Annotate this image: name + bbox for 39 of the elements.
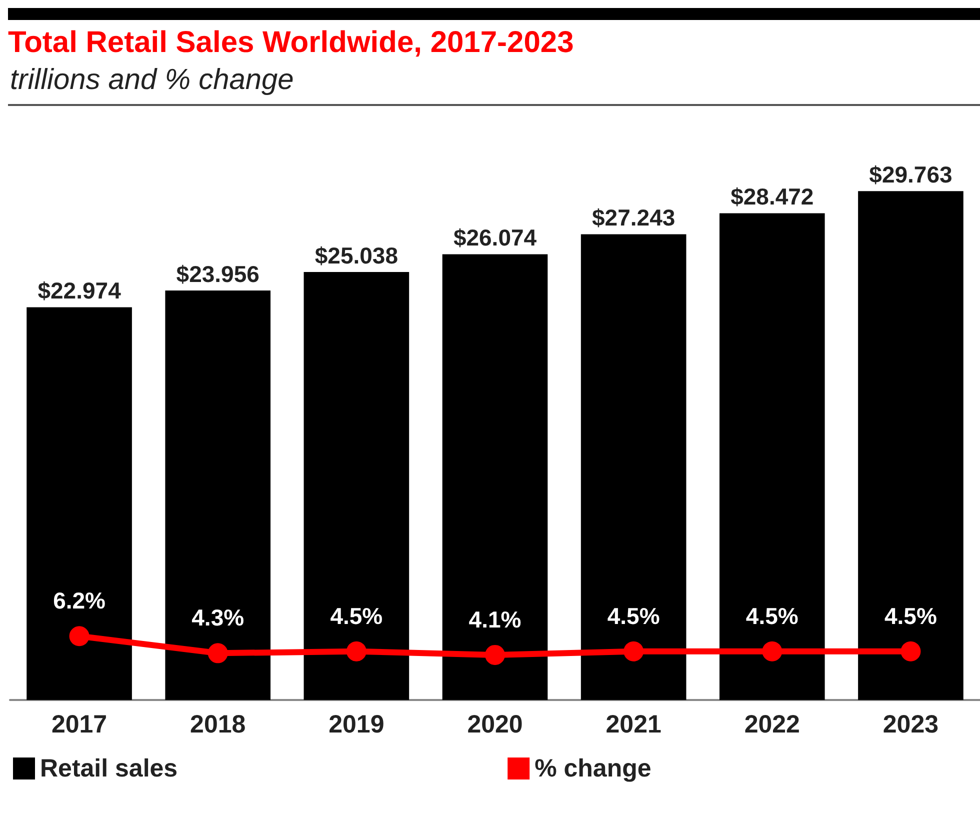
x-tick-label: 2021 (606, 710, 662, 738)
data-label: 4.5% (330, 602, 383, 629)
data-label: 4.5% (746, 602, 798, 629)
bar (304, 272, 410, 700)
legend-label: Retail sales (40, 754, 178, 782)
data-label: $27.243 (592, 204, 676, 231)
data-label: $28.472 (730, 184, 814, 210)
point (208, 643, 228, 664)
x-tick-label: 2022 (744, 710, 800, 738)
bar (858, 191, 964, 700)
bar (26, 307, 132, 700)
point (900, 641, 921, 662)
x-tick-label: 2023 (882, 710, 939, 738)
x-tick-label: 2020 (467, 710, 523, 738)
data-label: $29.763 (869, 162, 952, 188)
data-label: $23.956 (176, 260, 260, 287)
x-tick-label: 2018 (190, 710, 246, 738)
data-label: 4.3% (192, 604, 244, 631)
bar (719, 213, 825, 700)
point (624, 641, 644, 662)
x-tick-label: 2019 (328, 710, 384, 738)
data-label: $26.074 (453, 224, 537, 251)
data-label: 4.1% (468, 606, 522, 632)
point (346, 641, 366, 662)
x-tick-label: 2017 (51, 710, 108, 738)
point (762, 641, 782, 662)
chart-subtitle: trillions and % change (10, 64, 294, 97)
bar (165, 290, 271, 700)
chart-title: Total Retail Sales Worldwide, 2017-2023 (8, 26, 574, 60)
data-label: 4.5% (884, 602, 937, 629)
bar (442, 254, 548, 700)
point (485, 644, 505, 665)
bar (580, 234, 686, 700)
data-label: 6.2% (53, 588, 106, 614)
data-label: $22.974 (38, 278, 122, 304)
legend-label: % change (534, 754, 652, 782)
point (69, 626, 90, 646)
data-label: 4.5% (607, 602, 660, 629)
data-label: $25.038 (314, 242, 398, 268)
